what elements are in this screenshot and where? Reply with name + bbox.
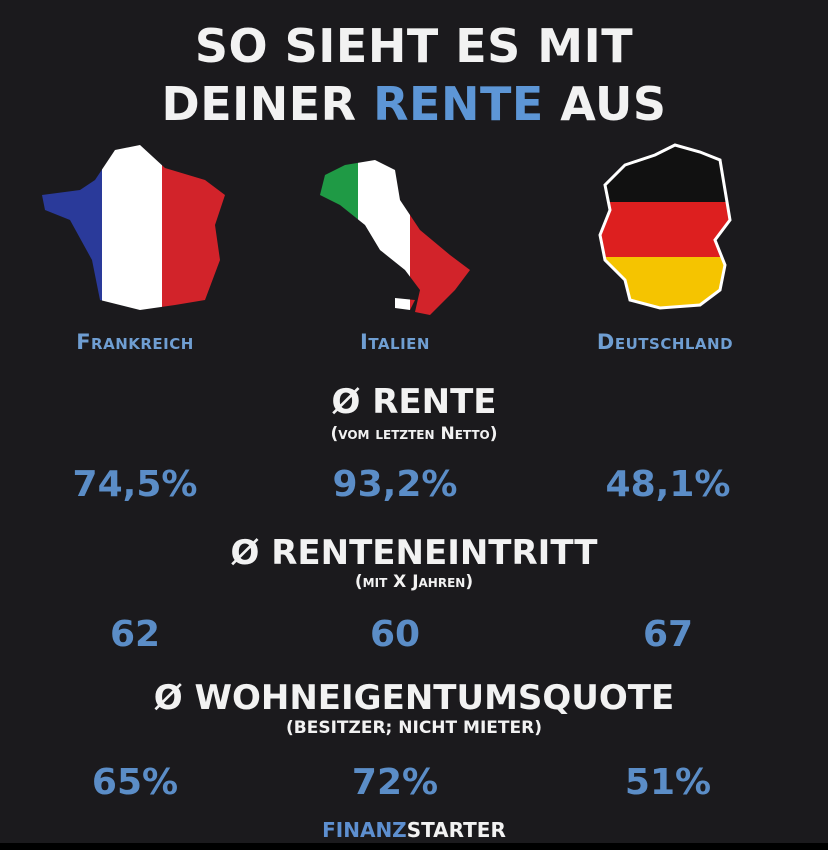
value-france-renteneintritt: 62 (109, 614, 161, 655)
section-subtitle-rente: (vom letzten Netto) (330, 424, 498, 444)
title-line-2: DEINER RENTE AUS (0, 76, 828, 132)
value-france-rente: 74,5% (72, 464, 198, 505)
country-label-france: Frankreich (76, 330, 194, 354)
section-subtitle-wohneigentum: (BESITZER; NICHT MIETER) (286, 718, 542, 738)
title-prefix: DEINER (161, 77, 374, 131)
country-label-italy: Italien (360, 330, 430, 354)
bottom-bar (0, 843, 828, 850)
section-title-renteneintritt: Ø RENTENEINTRITT (230, 533, 598, 573)
title-suffix: AUS (543, 77, 667, 131)
germany-flag-map (600, 145, 730, 308)
value-germany-renteneintritt: 67 (642, 614, 694, 655)
italy-flag-map (320, 160, 470, 315)
value-italy-renteneintritt: 60 (369, 614, 421, 655)
france-flag-map (42, 145, 225, 310)
brand-rest: STARTER (406, 818, 506, 842)
country-maps (42, 143, 732, 315)
value-germany-wohneigentum: 51% (624, 762, 712, 803)
title-line-1: SO SIEHT ES MIT (194, 19, 634, 73)
title-accent: RENTE (373, 77, 544, 131)
brand-accent: FINANZ (322, 818, 407, 842)
value-italy-wohneigentum: 72% (351, 762, 439, 803)
brand-logo: FINANZSTARTER (0, 818, 828, 842)
section-title-rente: Ø RENTE (331, 382, 497, 422)
value-france-wohneigentum: 65% (91, 762, 179, 803)
section-subtitle-renteneintritt: (mit X Jahren) (354, 572, 474, 592)
value-italy-rente: 93,2% (332, 464, 458, 505)
section-title-wohneigentum: Ø WOHNEIGENTUMSQUOTE (153, 678, 675, 718)
value-germany-rente: 48,1% (605, 464, 731, 505)
country-label-germany: Deutschland (596, 330, 734, 354)
